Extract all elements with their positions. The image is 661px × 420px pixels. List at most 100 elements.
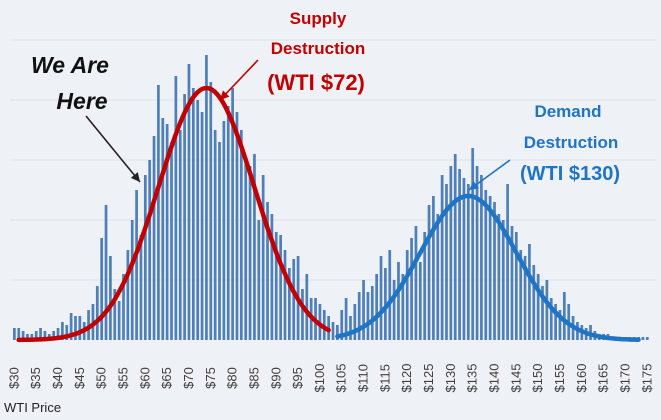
histogram-bar: [161, 118, 165, 340]
histogram-bar: [283, 250, 287, 340]
demand-arrow-head: [469, 181, 479, 190]
histogram-bar: [488, 196, 492, 340]
supply-label-line2: Destruction: [271, 39, 365, 58]
histogram-bar: [541, 286, 544, 340]
histogram-bar: [305, 274, 309, 340]
x-tick-label: $160: [574, 364, 589, 393]
histogram-bar: [191, 88, 195, 340]
distribution-curves: [16, 85, 641, 343]
x-tick-label: $55: [115, 367, 130, 389]
histogram-bar: [506, 184, 509, 340]
supply-curve: [16, 85, 331, 343]
histogram-bar: [414, 226, 418, 340]
histogram-bar: [405, 250, 409, 340]
histogram-bar: [122, 274, 125, 340]
histogram-bar: [174, 76, 178, 340]
x-tick-label: $30: [6, 367, 21, 389]
histogram-bar: [362, 280, 365, 340]
histogram-bar: [388, 250, 392, 340]
x-tick-label: $95: [290, 367, 305, 389]
x-axis-label: WTI Price: [4, 400, 61, 415]
x-tick-label: $140: [487, 364, 502, 393]
x-tick-label: $135: [465, 364, 480, 393]
histogram-bar: [370, 286, 374, 340]
x-axis-ticks: $30 $35 $40 $45 $50 $55 $60 $65 $70 $75 $80 $85 $90 $…: [6, 364, 654, 393]
histogram-bar: [34, 331, 38, 340]
histogram-bar: [130, 220, 134, 340]
histogram-bar: [331, 322, 335, 340]
histogram-bar: [475, 166, 479, 340]
histogram-bar: [261, 175, 265, 340]
histogram-bar: [222, 121, 226, 340]
histogram-bar: [65, 325, 69, 340]
x-tick-label: $155: [552, 364, 567, 393]
x-tick-label: $75: [203, 367, 218, 389]
here-arrow: [85, 115, 141, 183]
histogram-bar: [279, 235, 282, 340]
histogram-bar: [248, 166, 252, 340]
histogram-bar: [545, 280, 549, 340]
histogram-bar: [471, 148, 475, 340]
histogram-bar: [288, 268, 291, 340]
histogram-bar: [641, 337, 645, 340]
histogram-bar: [558, 310, 562, 340]
histogram-bar: [244, 160, 248, 340]
histogram-bar: [21, 331, 25, 340]
histogram-bar: [554, 304, 557, 340]
histogram-bar: [436, 214, 440, 340]
here-arrow-head: [130, 172, 140, 182]
histogram-bar: [493, 202, 496, 340]
histogram-bar: [257, 220, 261, 340]
histogram-bar: [366, 292, 370, 340]
x-tick-label: $115: [377, 364, 392, 392]
supply-arrow-head: [220, 90, 230, 100]
histogram-bar: [205, 55, 208, 340]
x-tick-label: $45: [72, 367, 87, 389]
histogram-bar: [357, 292, 361, 340]
histogram-bar: [109, 256, 112, 340]
histogram-bar: [196, 100, 200, 340]
histogram-bar: [384, 268, 387, 340]
histogram-bar: [379, 256, 383, 340]
histogram-bar: [562, 292, 566, 340]
histogram-bar: [157, 85, 160, 340]
histogram-bar: [231, 88, 234, 340]
histogram-bar: [209, 82, 213, 340]
histogram-bar: [178, 130, 182, 340]
histogram-bar: [449, 166, 453, 340]
histogram-bar: [39, 328, 42, 340]
histogram-bar: [392, 280, 396, 340]
histogram-bar: [353, 304, 357, 340]
histogram-bar: [480, 175, 483, 340]
here-label-line2: Here: [56, 88, 107, 114]
x-tick-label: $105: [334, 364, 349, 393]
histogram-bar: [536, 274, 540, 340]
x-tick-label: $150: [530, 364, 545, 393]
histogram-bar: [523, 256, 527, 340]
histogram-bar: [445, 184, 448, 340]
demand-curve: [335, 193, 641, 342]
histogram-bar: [200, 112, 204, 340]
histogram-bar: [187, 64, 191, 340]
histogram-bar: [113, 289, 117, 340]
histogram-bar: [397, 262, 400, 340]
histogram-bar: [152, 136, 156, 340]
histogram-bars: [13, 55, 649, 340]
histogram-bar: [453, 154, 457, 340]
annotation-arrows: [85, 59, 511, 191]
histogram-bar: [170, 142, 173, 340]
histogram-bar: [74, 316, 77, 340]
histogram-bar: [218, 142, 221, 340]
histogram-bar: [510, 226, 514, 340]
histogram-bar: [274, 232, 278, 340]
histogram-bar: [100, 238, 104, 340]
histogram-bar: [104, 205, 108, 340]
histogram-bar: [292, 259, 296, 340]
histogram-bar: [30, 334, 34, 340]
x-tick-label: $70: [181, 367, 196, 389]
histogram-bar: [484, 190, 488, 340]
histogram-bar: [253, 154, 256, 340]
x-tick-label: $85: [246, 367, 261, 389]
histogram-bar: [78, 316, 82, 340]
histogram-bar: [148, 160, 152, 340]
